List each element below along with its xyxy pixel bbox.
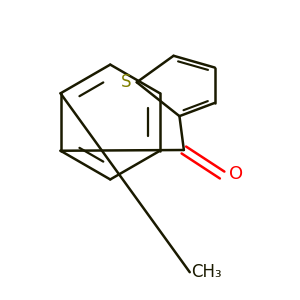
Text: O: O [230,165,244,183]
Text: S: S [121,73,132,91]
Text: CH₃: CH₃ [191,263,222,281]
